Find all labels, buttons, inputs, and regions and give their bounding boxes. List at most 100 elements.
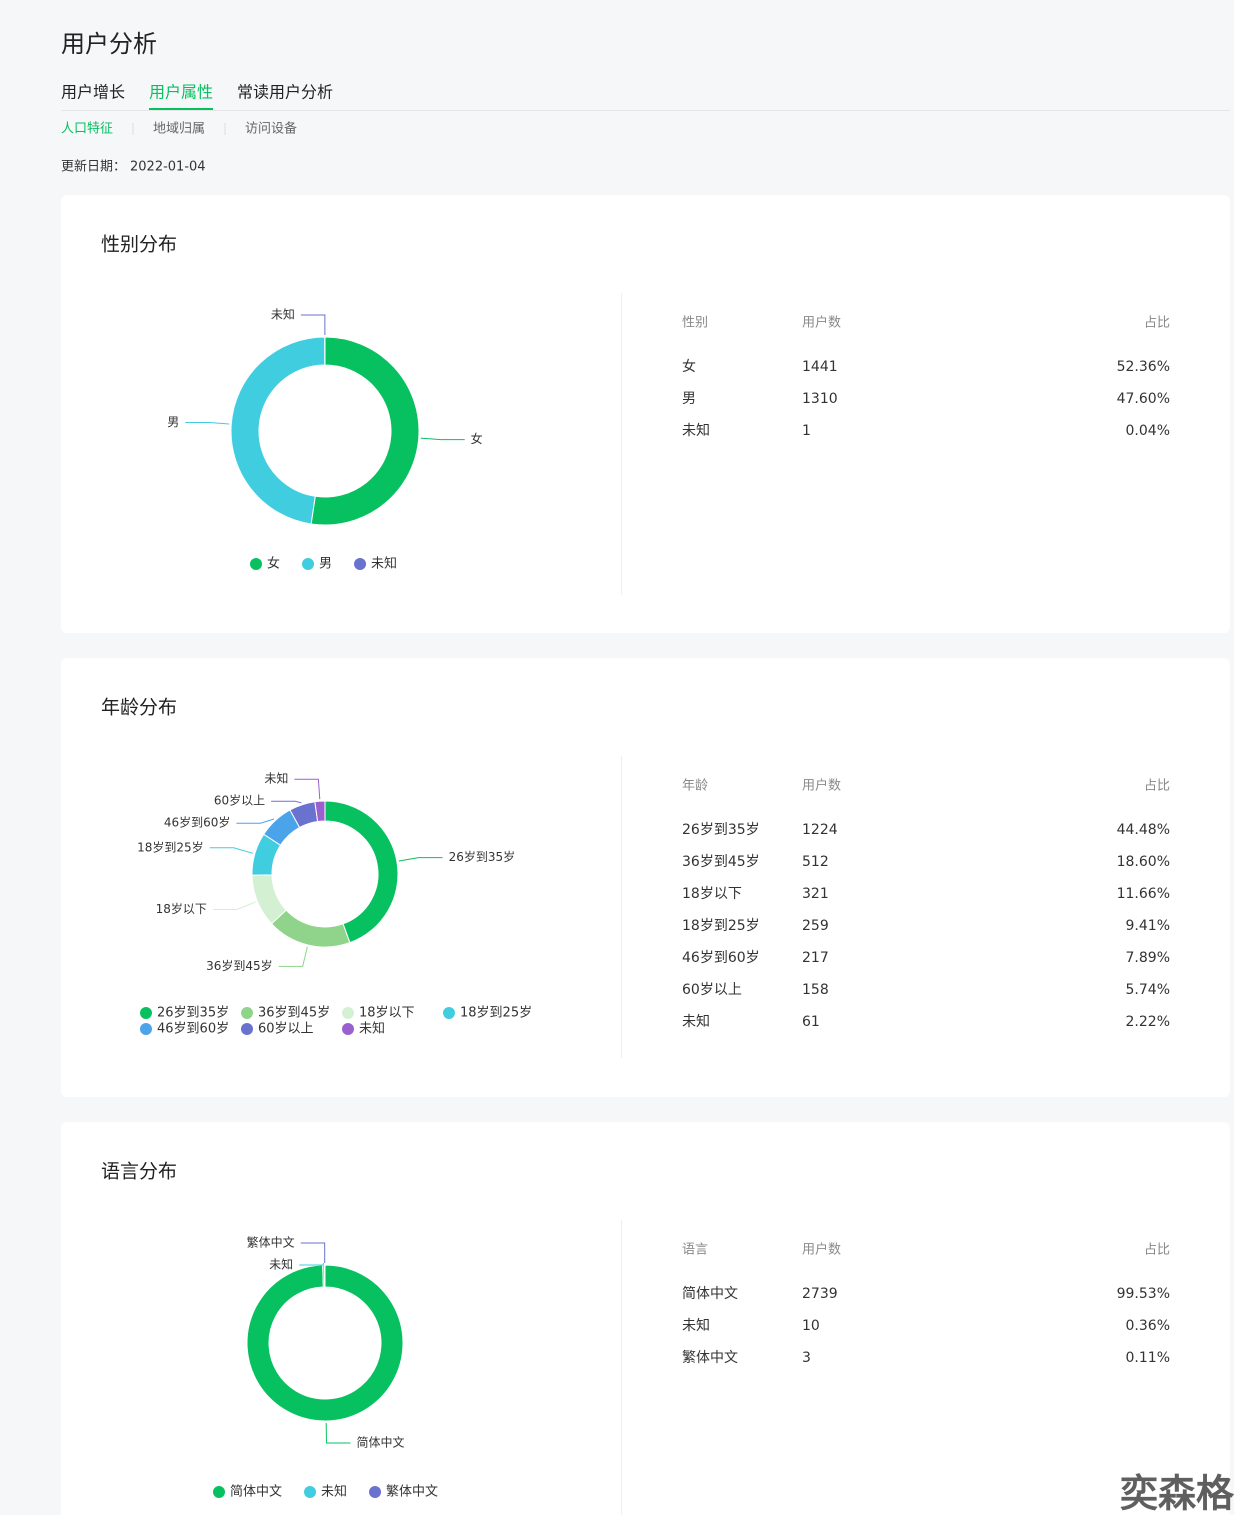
legend-dot <box>241 1023 253 1035</box>
card-title: 语言分布 <box>101 1161 177 1183</box>
table-cell-share: 99.53% <box>1117 1286 1170 1302</box>
page-title: 用户分析 <box>61 30 157 58</box>
leader-line <box>209 847 254 854</box>
table-cell-count: 259 <box>802 918 829 934</box>
subtab[interactable]: 地域归属 <box>153 122 205 137</box>
tab[interactable]: 用户增长 <box>61 83 125 102</box>
table-cell-count: 3 <box>802 1350 811 1366</box>
slice-label: 60岁以上 <box>214 793 265 808</box>
table-cell-share: 52.36% <box>1117 359 1170 375</box>
slice-label: 未知 <box>271 308 295 322</box>
leader-line <box>294 778 321 800</box>
legend-dot <box>241 1007 253 1019</box>
legend-label: 46岁到60岁 <box>157 1022 229 1037</box>
table-header: 占比 <box>1144 1243 1170 1258</box>
table-cell-share: 44.48% <box>1117 822 1170 838</box>
table-cell-count: 158 <box>802 982 829 998</box>
donut-slice <box>230 336 326 525</box>
table-cell-count: 321 <box>802 886 829 902</box>
table-cell-count: 2739 <box>802 1286 838 1302</box>
subtab[interactable]: 人口特征 <box>61 122 113 137</box>
table-header: 语言 <box>682 1243 708 1258</box>
leader-line <box>236 818 275 824</box>
update-date: 2022-01-04 <box>130 160 206 175</box>
table-header: 年龄 <box>682 779 708 794</box>
tab[interactable]: 用户属性 <box>149 83 213 102</box>
leader-line <box>300 1242 326 1264</box>
table-cell-label: 36岁到45岁 <box>682 854 760 870</box>
table-cell-share: 2.22% <box>1126 1014 1170 1030</box>
table-cell-label: 未知 <box>682 1317 710 1334</box>
legend-label: 36岁到45岁 <box>258 1006 330 1021</box>
table-cell-label: 男 <box>682 391 696 407</box>
slice-label: 46岁到60岁 <box>164 815 231 830</box>
leader-line <box>398 857 443 862</box>
slice-label: 18岁到25岁 <box>137 839 204 854</box>
donut-slice <box>323 1264 326 1288</box>
donut-slice <box>310 336 420 526</box>
table-cell-count: 217 <box>802 950 829 966</box>
card-title: 性别分布 <box>101 234 177 256</box>
table-cell-count: 61 <box>802 1014 820 1030</box>
table-cell-count: 1310 <box>802 391 838 407</box>
card <box>61 195 1230 633</box>
legend-label: 男 <box>319 557 332 572</box>
slice-label: 未知 <box>269 1258 293 1272</box>
slice-label: 26岁到35岁 <box>449 849 516 864</box>
table-cell-share: 7.89% <box>1126 950 1170 966</box>
table-cell-label: 繁体中文 <box>682 1350 738 1366</box>
donut-slice <box>314 800 326 823</box>
table-cell-label: 简体中文 <box>682 1285 738 1302</box>
table-cell-share: 0.36% <box>1126 1318 1170 1334</box>
table-cell-share: 0.11% <box>1126 1350 1170 1366</box>
legend-dot <box>302 558 315 570</box>
legend-dot <box>140 1007 152 1019</box>
tab-underline <box>149 108 214 110</box>
table-cell-label: 女 <box>682 358 696 375</box>
table-cell-share: 18.60% <box>1117 854 1170 870</box>
legend-dot <box>342 1023 354 1035</box>
legend-label: 18岁到25岁 <box>460 1006 532 1021</box>
card <box>61 658 1230 1097</box>
legend-label: 繁体中文 <box>386 1484 438 1500</box>
table-cell-count: 10 <box>802 1318 820 1334</box>
table-cell-label: 26岁到35岁 <box>682 822 760 838</box>
table-cell-count: 1224 <box>802 822 838 838</box>
leader-line <box>420 437 465 441</box>
leader-line <box>299 1262 325 1266</box>
donut-slice <box>246 1264 404 1422</box>
table-cell-count: 512 <box>802 854 829 870</box>
legend-dot <box>354 558 367 570</box>
table-cell-share: 9.41% <box>1126 918 1170 934</box>
tab[interactable]: 常读用户分析 <box>237 83 333 102</box>
legend-dot <box>369 1486 382 1498</box>
legend-dot <box>250 558 262 570</box>
legend-dot <box>213 1486 225 1498</box>
leader-line <box>300 314 326 336</box>
slice-label: 简体中文 <box>356 1434 404 1449</box>
slice-label: 女 <box>471 431 483 446</box>
leader-line <box>185 422 230 425</box>
slice-label: 未知 <box>264 772 288 786</box>
legend-label: 未知 <box>359 1021 385 1037</box>
table-cell-label: 18岁以下 <box>682 886 742 902</box>
table-cell-label: 46岁到60岁 <box>682 950 760 966</box>
legend-label: 未知 <box>371 556 397 572</box>
watermark: 奕森格 <box>1120 1472 1234 1515</box>
table-cell-share: 11.66% <box>1117 886 1170 902</box>
leader-line <box>278 946 308 967</box>
card <box>61 1122 1230 1515</box>
table-header: 用户数 <box>802 1242 841 1258</box>
table-cell-label: 未知 <box>682 422 710 439</box>
table-cell-label: 60岁以上 <box>682 982 742 998</box>
leader-line <box>212 901 256 910</box>
table-cell-count: 1441 <box>802 359 838 375</box>
slice-label: 36岁到45岁 <box>206 958 273 973</box>
update-label: 更新日期： <box>61 159 126 175</box>
legend-label: 60岁以上 <box>258 1022 314 1037</box>
subtab[interactable]: 访问设备 <box>245 121 297 137</box>
table-header: 用户数 <box>802 778 841 794</box>
card-title: 年龄分布 <box>101 697 177 719</box>
